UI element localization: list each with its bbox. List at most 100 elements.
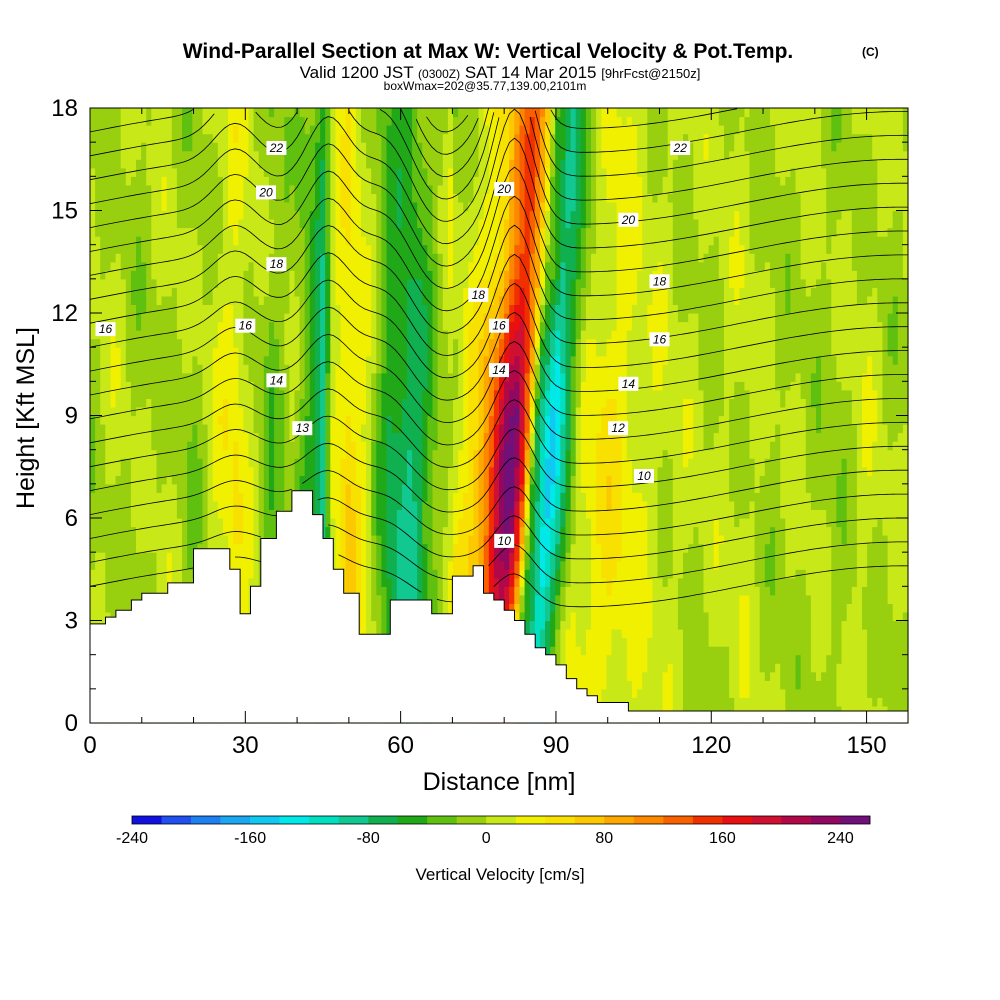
field-cell (872, 646, 878, 656)
field-cell (856, 535, 863, 545)
field-cell (105, 518, 111, 528)
field-cell (166, 552, 173, 562)
field-cell (315, 509, 321, 519)
field-cell (800, 680, 807, 690)
field-cell (386, 500, 393, 510)
field-cell (851, 526, 858, 536)
field-cell (642, 637, 648, 647)
field-cell (207, 492, 214, 502)
field-cell (166, 577, 173, 587)
field-cell (412, 518, 418, 528)
field-cell (836, 629, 843, 639)
field-cell (325, 509, 331, 519)
field-cell (345, 569, 352, 579)
field-cell (585, 560, 592, 570)
field-cell (739, 671, 745, 681)
field-cell (580, 526, 587, 536)
field-cell (386, 594, 393, 604)
field-cell (212, 518, 219, 528)
field-cell (565, 492, 572, 502)
field-cell (744, 688, 751, 698)
field-cell (355, 518, 362, 528)
field-cell (724, 569, 730, 579)
field-cell (483, 518, 490, 528)
field-cell (386, 509, 393, 519)
field-cell (253, 569, 260, 579)
field-cell (688, 458, 694, 468)
field-cell (197, 492, 204, 502)
field-cell (519, 475, 526, 485)
field-cell (161, 586, 168, 596)
field-cell (662, 594, 669, 604)
field-cell (749, 705, 756, 715)
field-cell (902, 552, 909, 562)
field-cell (647, 663, 653, 673)
field-cell (187, 492, 193, 502)
field-cell (115, 569, 122, 579)
field-cell (217, 535, 224, 545)
field-cell (437, 492, 444, 502)
field-cell (478, 500, 485, 510)
field-cell (892, 483, 899, 493)
field-cell (478, 535, 485, 545)
field-cell (166, 492, 173, 502)
field-cell (851, 577, 858, 587)
field-cell (182, 483, 188, 493)
field-cell (335, 560, 342, 570)
field-cell (780, 663, 786, 673)
field-cell (233, 543, 239, 553)
field-cell (105, 500, 111, 510)
field-cell (729, 569, 735, 579)
field-cell (468, 569, 474, 579)
field-cell (621, 560, 628, 570)
field-cell (892, 603, 899, 613)
field-cell (458, 552, 464, 562)
field-cell (258, 500, 265, 510)
field-cell (867, 586, 873, 596)
field-cell (289, 458, 296, 468)
field-cell (478, 509, 485, 519)
field-cell (821, 492, 827, 502)
field-cell (621, 492, 628, 502)
field-cell (447, 594, 454, 604)
field-cell (534, 518, 541, 528)
field-cell (800, 577, 807, 587)
field-cell (391, 577, 398, 587)
field-cell (274, 492, 280, 502)
field-cell (432, 518, 439, 528)
field-cell (268, 475, 275, 485)
field-cell (560, 594, 566, 604)
field-cell (851, 458, 858, 468)
field-cell (805, 663, 812, 673)
field-cell (693, 492, 699, 502)
field-cell (897, 705, 904, 715)
field-cell (585, 586, 592, 596)
field-cell (729, 663, 735, 673)
field-cell (361, 543, 367, 553)
field-cell (524, 552, 531, 562)
field-cell (560, 612, 566, 622)
field-cell (565, 560, 572, 570)
field-cell (677, 612, 684, 622)
field-cell (877, 543, 883, 553)
field-cell (432, 458, 439, 468)
field-cell (253, 509, 260, 519)
field-cell (570, 603, 577, 613)
field-cell (693, 466, 699, 476)
field-cell (238, 500, 244, 510)
field-cell (453, 458, 459, 468)
field-cell (831, 543, 837, 553)
field-cell (790, 577, 797, 587)
field-cell (550, 646, 556, 656)
field-cell (770, 526, 776, 536)
field-cell (391, 500, 398, 510)
field-cell (647, 500, 653, 510)
field-cell (130, 594, 137, 604)
field-cell (519, 577, 526, 587)
field-cell (867, 552, 873, 562)
field-cell (862, 646, 868, 656)
field-cell (672, 509, 679, 519)
field-cell (882, 483, 889, 493)
field-cell (698, 458, 705, 468)
field-cell (816, 688, 822, 698)
